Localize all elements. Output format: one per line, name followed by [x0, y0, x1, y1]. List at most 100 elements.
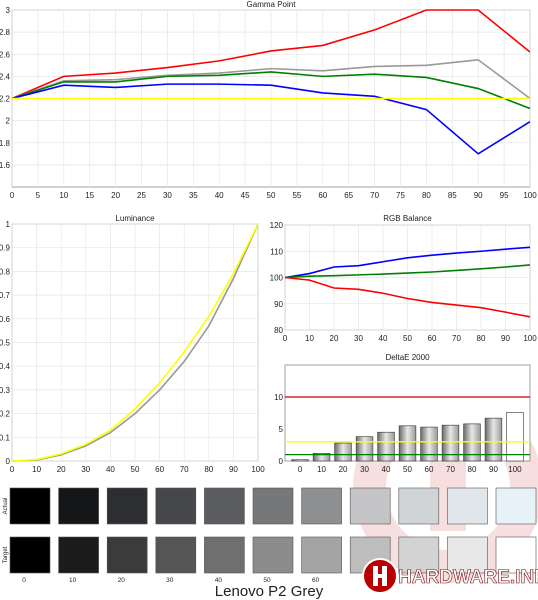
- x-tick-label: 100: [523, 334, 537, 343]
- x-tick-label: 60: [428, 334, 437, 343]
- x-tick-label: 50: [131, 465, 140, 474]
- logo-text: HARDWARE.INFO: [398, 567, 538, 588]
- swatch-target-80: [398, 536, 440, 574]
- x-tick-label: 0: [283, 334, 288, 343]
- y-tick-label: 2: [6, 117, 11, 126]
- bar-50: [398, 425, 417, 462]
- swatch-label: 60: [312, 577, 320, 584]
- chart-title: RGB Balance: [383, 214, 432, 223]
- series-line-1: [12, 223, 258, 462]
- x-tick-label: 40: [106, 465, 115, 474]
- x-tick-label: 35: [189, 191, 198, 200]
- y-tick-label: 1.6: [0, 161, 11, 170]
- swatch-actual-60: [301, 487, 342, 525]
- y-tick-label: 2.4: [0, 72, 11, 81]
- x-tick-label: 40: [379, 334, 388, 343]
- x-tick-label: 70: [180, 465, 189, 474]
- x-tick-label: 60: [318, 191, 327, 200]
- y-tick-label: 0.9: [0, 244, 11, 253]
- x-tick-label: 50: [403, 334, 412, 343]
- bar-70: [441, 424, 460, 462]
- footer-caption: Lenovo P2 Grey: [215, 583, 324, 600]
- y-tick-label: 3: [6, 6, 11, 15]
- y-tick-label: 90: [274, 300, 283, 309]
- y-tick-label: 0.4: [0, 362, 11, 371]
- x-tick-label: 30: [163, 191, 172, 200]
- bar-30: [355, 436, 374, 462]
- x-tick-label: 10: [317, 465, 326, 474]
- x-tick-label: 30: [360, 465, 369, 474]
- swatch-label: 10: [69, 577, 77, 584]
- bar-100: [506, 412, 524, 462]
- series-line-2: [285, 276, 530, 318]
- x-tick-label: 10: [59, 191, 68, 200]
- y-tick-label: 100: [270, 274, 284, 283]
- x-tick-label: 90: [501, 334, 510, 343]
- swatch-actual-70: [349, 487, 391, 525]
- series-line-1: [12, 58, 530, 100]
- x-tick-label: 70: [370, 191, 379, 200]
- gamma-point-chart: 0 5 10 15 20 25 30 35 40 45 50 55 60 65 70 75 80 85 90 95 10…: [0, 0, 537, 200]
- x-tick-label: 30: [81, 465, 90, 474]
- y-tick-label: 0.1: [0, 433, 11, 442]
- y-tick-label: 0: [279, 457, 284, 466]
- x-tick-label: 55: [292, 191, 301, 200]
- swatch-actual-90: [447, 487, 488, 525]
- swatch-target-0: [9, 536, 51, 574]
- swatch-row-label: Actual: [3, 498, 9, 515]
- y-tick-label: 110: [270, 247, 283, 256]
- x-tick-label: 95: [500, 191, 509, 200]
- x-tick-label: 80: [477, 334, 486, 343]
- x-tick-label: 5: [36, 191, 41, 200]
- bar-40: [377, 431, 395, 462]
- grey-swatch-comparison: Actual Target 0 10 20 30 40 50 60: [3, 487, 537, 584]
- series-line-0: [12, 9, 530, 100]
- x-tick-label: 15: [85, 191, 94, 200]
- swatch-actual-20: [106, 487, 148, 525]
- swatch-row-label: Target: [3, 546, 9, 563]
- y-tick-label: 10: [274, 393, 283, 402]
- x-tick-label: 0: [298, 465, 303, 474]
- x-tick-label: 65: [344, 191, 353, 200]
- x-tick-label: 25: [137, 191, 146, 200]
- bar-0: [291, 459, 309, 462]
- swatch-label: 20: [118, 577, 126, 584]
- swatch-actual-30: [155, 487, 197, 525]
- x-tick-label: 45: [241, 191, 250, 200]
- swatch-target-100: [495, 536, 537, 574]
- x-tick-label: 70: [452, 334, 461, 343]
- x-tick-label: 20: [330, 334, 339, 343]
- y-tick-label: 120: [270, 221, 284, 230]
- x-tick-label: 30: [354, 334, 363, 343]
- x-tick-label: 20: [339, 465, 348, 474]
- swatch-actual-0: [9, 487, 51, 525]
- chart-title: Luminance: [115, 214, 155, 223]
- swatch-actual-100: [495, 487, 537, 525]
- bar-60: [420, 426, 438, 462]
- swatch-target-30: [155, 536, 197, 574]
- x-tick-label: 20: [111, 191, 120, 200]
- y-tick-label: 0.2: [0, 410, 11, 419]
- x-tick-label: 40: [382, 465, 391, 474]
- swatch-label: 50: [263, 577, 271, 584]
- bar-20: [334, 442, 352, 462]
- x-tick-label: 90: [474, 191, 483, 200]
- x-tick-label: 60: [155, 465, 164, 474]
- swatch-label: 30: [166, 577, 174, 584]
- swatch-target-90: [447, 536, 488, 574]
- x-tick-label: 85: [448, 191, 457, 200]
- bar-90: [484, 417, 503, 462]
- luminance-chart: 0 10 20 30 40 50 60 70 80 90 100 0 0.1 0.2 0.3 0.4 0.5 0.…: [0, 214, 265, 474]
- x-tick-label: 70: [446, 465, 455, 474]
- chart-title: DeltaE 2000: [385, 353, 430, 362]
- swatch-label: 0: [22, 577, 26, 584]
- chart-title: Gamma Point: [247, 0, 297, 9]
- x-tick-label: 10: [32, 465, 41, 474]
- x-tick-label: 75: [396, 191, 405, 200]
- hardware-info-logo: HARDWARE.INFO: [362, 558, 538, 594]
- swatch-target-40: [204, 536, 245, 574]
- x-tick-label: 80: [204, 465, 213, 474]
- swatch-target-50: [252, 536, 294, 574]
- swatch-target-60: [301, 536, 342, 574]
- x-tick-label: 100: [523, 191, 537, 200]
